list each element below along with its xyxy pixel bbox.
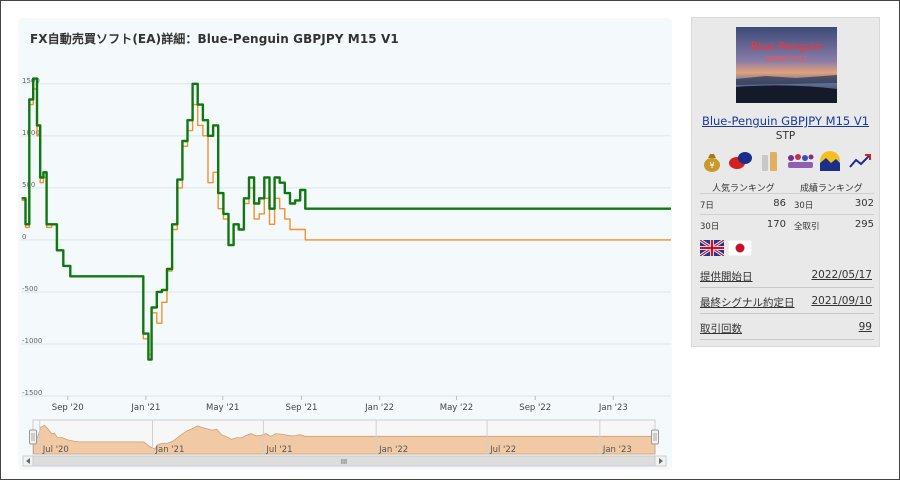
thumbnail-title: Blue Penguin [750,40,823,53]
ranking-period: 30日 [794,201,814,211]
ranking-row: 30日 170 全取引 295 [700,214,874,235]
info-value[interactable]: 99 [858,321,872,333]
performance-ranking-heading: 成績ランキング [800,184,863,194]
chart-panel: 1500 1000 500 0 -500 -1000 -1500 Sep '20 Jan '21… [18,18,672,470]
navigator-label: Jan '23 [602,445,632,455]
navigator-left-handle[interactable] [29,429,37,445]
ranking-period: 全取引 [794,222,820,232]
ranking-value: 295 [854,219,874,230]
ranking-period: 30日 [700,222,720,232]
x-tick-label: Sep '20 [52,403,84,413]
x-tick-label: May '21 [206,403,239,413]
popular-ranking-heading: 人気ランキング [712,184,775,194]
ranking-value: 302 [854,198,874,209]
thumbnail-subtitle: GBPJPY M15 [765,55,808,63]
x-tick-label: May '22 [440,403,473,413]
sunset-beach-image [736,27,837,103]
x-tick-label: Jan '22 [364,403,394,413]
x-tick-label: Sep '21 [286,403,318,413]
navigator-right-handle[interactable] [651,429,659,445]
info-label[interactable]: 提供開始日 [700,271,753,283]
uk-flag-icon[interactable] [700,240,724,256]
trend-up-icon [849,154,871,168]
info-label[interactable]: 取引回数 [700,323,742,335]
audience-icon [788,154,814,168]
bottles-icon [762,152,777,171]
ranking-row: 7日 86 30日 302 [700,193,874,214]
info-value[interactable]: 2022/05/17 [811,269,872,281]
info-value[interactable]: 2021/09/10 [811,295,872,307]
navigator-label: Jul '21 [265,445,292,455]
chat-bubbles-icon [729,152,752,169]
x-tick-label: Jan '21 [130,403,160,413]
navigator-area [33,424,656,455]
scrollbar-thumb[interactable] [32,455,656,467]
navigator-label: Jan '22 [378,445,408,455]
y-tick-label: -1000 [22,337,42,345]
navigator-label: Jul '20 [42,445,69,455]
y-tick-label: 1000 [22,129,40,137]
scroll-left-arrow[interactable] [26,458,30,464]
ranking-value: 86 [773,198,786,209]
svg-text:¥: ¥ [709,161,714,170]
ea-feature-icons: ¥ [700,149,874,175]
navigator-label: Jan '21 [154,445,184,455]
navigator-label: Jul '22 [489,445,516,455]
info-label[interactable]: 最終シグナル約定日 [700,297,795,309]
japan-flag-icon[interactable] [728,240,752,256]
money-bag-icon: ¥ [704,154,720,172]
sunrise-icon [820,151,840,171]
info-row-start-date: 提供開始日 2022/05/17 [700,264,874,288]
secondary-series-line [21,88,671,356]
y-tick-label: 1500 [22,77,40,85]
info-row-trade-count: 取引回数 99 [700,316,874,340]
profit-series-line [21,77,671,361]
ranking-value: 170 [766,219,786,230]
x-tick-label: Jan '23 [598,403,628,413]
info-row-last-signal: 最終シグナル約定日 2021/09/10 [700,290,874,314]
scroll-right-arrow[interactable] [659,458,663,464]
scrollbar-grip: III [341,458,347,466]
ea-thumbnail[interactable]: Blue Penguin GBPJPY M15 [736,27,837,103]
y-tick-label: 0 [22,233,26,241]
y-tick-label: -1500 [22,389,42,397]
ea-name-link[interactable]: Blue-Penguin GBPJPY M15 V1 [701,114,870,128]
ranking-table: 7日 86 30日 302 30日 170 全取引 295 [700,193,874,235]
x-tick-label: Sep '22 [519,403,551,413]
chart-title: FX自動売買ソフト(EA)詳細：Blue-Penguin GBPJPY M15 … [30,32,399,46]
ranking-period: 7日 [700,201,714,211]
ea-info-panel: Blue Penguin GBPJPY M15 Blue-Penguin GBP… [691,17,880,347]
y-tick-label: -500 [22,285,38,293]
ea-type-label: STP [775,130,796,142]
